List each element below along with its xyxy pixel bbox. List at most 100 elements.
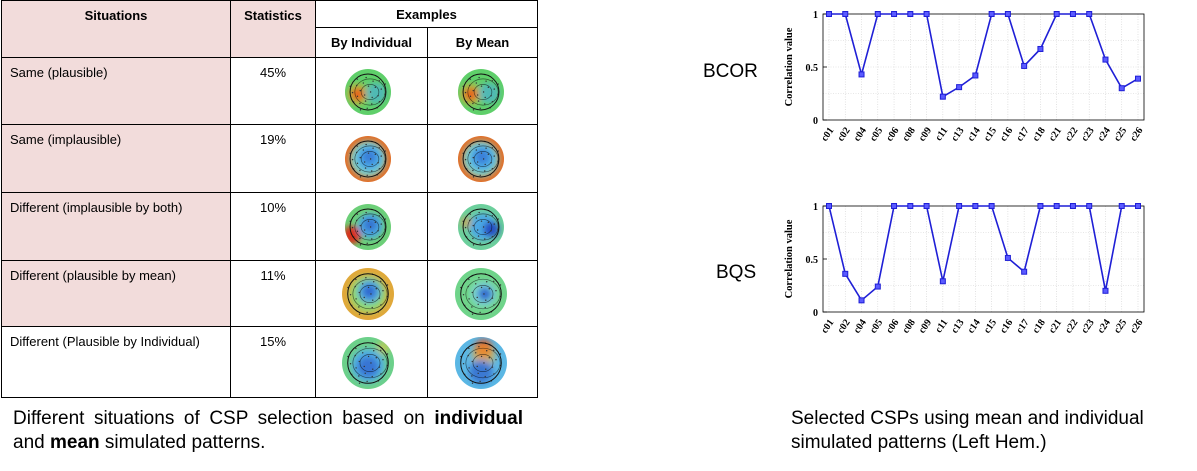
situation-cell: Different (plausible by mean) [1, 260, 231, 327]
statistic-cell: 19% [230, 124, 316, 193]
mean-example-cell [427, 260, 538, 327]
caption-text-3: simulated patterns. [99, 432, 266, 453]
data-point-marker [826, 203, 832, 209]
x-tick-label: c11 [933, 317, 950, 335]
situation-cell: Same (implausible) [1, 124, 231, 193]
data-point-marker [1135, 75, 1141, 82]
situation-cell: Different (Plausible by Individual) [1, 326, 231, 398]
statistic-cell: 45% [230, 57, 316, 125]
individual-example-cell [315, 124, 428, 193]
x-tick-label: c25 [1112, 317, 1129, 335]
caption-text-1: Different situations of CSP selection ba… [13, 408, 425, 429]
data-point-marker [1021, 268, 1028, 275]
data-point-marker [1053, 203, 1060, 209]
data-point-marker [1004, 254, 1011, 261]
individual-example-cell [315, 57, 428, 125]
individual-topomap-image [345, 68, 391, 115]
y-tick-label: 0.5 [806, 255, 819, 266]
data-point-marker [907, 203, 914, 209]
x-tick-label: c18 [1031, 317, 1048, 335]
header-statistics: Statistics [230, 0, 316, 58]
data-point-marker [956, 203, 963, 209]
x-tick-label: c02 [835, 317, 852, 335]
x-tick-label: c24 [1096, 125, 1113, 143]
x-tick-label: c17 [1014, 317, 1031, 335]
x-tick-label: c09 [917, 317, 934, 335]
data-point-marker [1118, 85, 1125, 92]
x-tick-label: c01 [819, 317, 836, 335]
x-tick-label: c25 [1112, 125, 1129, 143]
data-point-marker [1021, 62, 1028, 69]
data-point-marker [988, 11, 995, 17]
x-tick-label: c26 [1128, 317, 1145, 335]
data-point-marker [1086, 11, 1093, 17]
data-point-marker [1135, 203, 1141, 209]
individual-topomap-image [342, 268, 394, 320]
mean-example-cell [427, 124, 538, 193]
data-point-marker [842, 270, 849, 277]
x-tick-label: c14 [966, 125, 983, 143]
x-tick-label: c22 [1063, 317, 1080, 335]
table-row: Different (Plausible by Individual) 15% [1, 326, 538, 398]
x-tick-label: c09 [917, 125, 934, 143]
mean-topomap-image [458, 68, 504, 115]
x-tick-label: c16 [998, 125, 1015, 143]
data-point-marker [1004, 11, 1011, 17]
x-tick-label: c11 [933, 125, 950, 143]
mean-topomap-image [455, 268, 507, 320]
data-point-marker [923, 11, 930, 17]
x-tick-label: c23 [1079, 125, 1096, 143]
x-tick-label: c14 [966, 317, 983, 335]
y-axis-label: Correlation value [784, 219, 795, 298]
statistic-cell: 10% [230, 192, 316, 261]
chart-label-bqs: BQS [716, 262, 757, 283]
table-row: Different (plausible by mean) 11% [1, 260, 538, 327]
data-point-marker [1037, 203, 1044, 209]
figure-caption-left: Different situations of CSP selection ba… [13, 407, 523, 455]
table-row: Same (plausible) 45% [1, 57, 538, 125]
individual-example-cell [315, 192, 428, 261]
individual-topomap-image [342, 336, 394, 389]
x-tick-label: c18 [1031, 125, 1048, 143]
data-point-marker [826, 11, 832, 17]
x-tick-label: c08 [900, 125, 917, 143]
x-tick-label: c01 [819, 125, 836, 143]
data-point-marker [972, 203, 979, 209]
x-tick-label: c24 [1096, 317, 1113, 335]
caption-text-2: and [13, 432, 50, 453]
situation-cell: Different (implausible by both) [1, 192, 231, 261]
x-tick-label: c05 [868, 125, 885, 143]
x-tick-label: c16 [998, 317, 1015, 335]
y-tick-label: 0 [813, 308, 818, 319]
y-tick-label: 0.5 [806, 63, 819, 74]
data-point-marker [891, 11, 898, 17]
mean-example-cell [427, 57, 538, 125]
data-point-marker [874, 11, 881, 17]
x-tick-label: c26 [1128, 125, 1145, 143]
x-tick-label: c06 [884, 317, 901, 335]
mean-topomap-image [455, 336, 507, 389]
data-point-marker [1053, 11, 1060, 17]
header-examples: Examples [315, 0, 538, 28]
mean-topomap-image [458, 136, 504, 182]
table-row: Different (implausible by both) 10% [1, 192, 538, 261]
individual-topomap-image [345, 204, 391, 250]
x-tick-label: c02 [835, 125, 852, 143]
header-by-mean: By Mean [427, 27, 538, 58]
data-point-marker [858, 71, 865, 78]
x-tick-label: c23 [1079, 317, 1096, 335]
individual-example-cell [315, 326, 428, 398]
figure-caption-right: Selected CSPs using mean and individual … [791, 408, 1144, 453]
data-point-marker [1102, 287, 1109, 294]
statistic-cell: 11% [230, 260, 316, 327]
data-point-marker [939, 93, 946, 100]
header-by-individual: By Individual [315, 27, 428, 58]
data-point-marker [972, 72, 979, 79]
series-line [829, 13, 1139, 98]
x-tick-label: c04 [852, 125, 869, 143]
data-point-marker [1069, 203, 1076, 209]
mean-topomap-image [458, 204, 504, 250]
header-situations: Situations [1, 0, 231, 58]
individual-example-cell [315, 260, 428, 327]
data-point-marker [1118, 203, 1125, 209]
